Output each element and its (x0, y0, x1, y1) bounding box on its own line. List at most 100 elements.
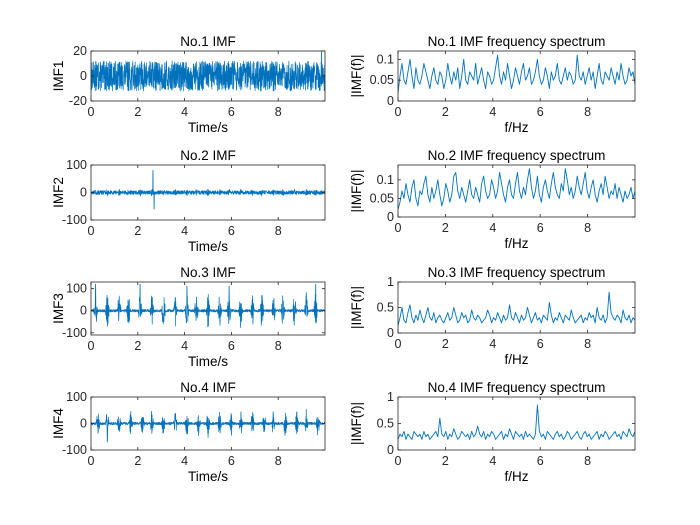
y-tick-label-spec3-0: 0 (387, 326, 394, 340)
x-tick-label-spec4-4: 8 (584, 454, 591, 468)
x-axis-label-spec1: f/Hz (504, 120, 528, 135)
x-tick-label-spec2-2: 4 (489, 221, 496, 235)
x-tick-label-spec4-0: 0 (395, 454, 402, 468)
x-tick-label-spec1-1: 2 (442, 105, 449, 119)
x-tick-label-spec4-2: 4 (489, 454, 496, 468)
x-tick-label-spec2-4: 8 (584, 221, 591, 235)
chart-title-spec2: No.2 IMF frequency spectrum (428, 148, 606, 163)
series-imf1 (91, 51, 325, 92)
x-tick-label-spec3-1: 2 (442, 337, 449, 351)
x-tick-label-spec2-0: 0 (395, 221, 402, 235)
x-tick-label-imf3-1: 2 (134, 339, 141, 353)
axes-box-imf3 (90, 281, 326, 336)
axes-box-spec4 (397, 396, 636, 451)
series-spec2 (398, 168, 635, 210)
x-tick-label-imf3-3: 6 (228, 339, 235, 353)
x-tick-label-imf3-4: 8 (275, 339, 282, 353)
chart-title-spec1: No.1 IMF frequency spectrum (428, 34, 606, 49)
y-tick-label-imf4-1: 0 (80, 417, 87, 431)
series-imf3 (91, 283, 325, 329)
y-tick-label-spec1-0: 0 (387, 94, 394, 108)
y-tick-label-imf1-1: 0 (80, 69, 87, 83)
x-tick-label-imf2-0: 0 (88, 224, 95, 238)
chart-title-imf2: No.2 IMF (180, 148, 236, 163)
x-tick-label-spec3-0: 0 (395, 337, 402, 351)
x-tick-label-imf4-4: 8 (275, 454, 282, 468)
x-tick-label-spec1-2: 4 (489, 105, 496, 119)
x-tick-label-spec4-1: 2 (442, 454, 449, 468)
x-axis-label-imf1: Time/s (188, 120, 228, 135)
y-tick-label-spec1-2: 0.1 (377, 52, 394, 66)
x-tick-label-imf1-3: 6 (228, 105, 235, 119)
x-tick-label-imf4-2: 4 (181, 454, 188, 468)
series-imf4 (91, 408, 325, 443)
x-tick-label-imf2-3: 6 (228, 224, 235, 238)
x-tick-label-imf4-3: 6 (228, 454, 235, 468)
y-tick-label-imf3-1: 0 (80, 304, 87, 318)
x-tick-label-imf4-1: 2 (134, 454, 141, 468)
x-axis-label-imf2: Time/s (188, 239, 228, 254)
x-tick-label-spec1-4: 8 (584, 105, 591, 119)
y-tick-label-imf1-0: -20 (69, 94, 87, 108)
y-tick-label-spec1-1: 0.05 (370, 73, 394, 87)
chart-title-spec3: No.3 IMF frequency spectrum (428, 265, 606, 280)
x-tick-label-spec3-3: 6 (537, 337, 544, 351)
y-tick-label-spec3-1: 0.5 (377, 301, 394, 315)
chart-title-imf1: No.1 IMF (180, 34, 236, 49)
x-tick-label-imf1-1: 2 (134, 105, 141, 119)
y-axis-label-imf2: IMF2 (51, 177, 66, 208)
chart-title-imf4: No.4 IMF (180, 380, 236, 395)
y-tick-label-imf4-2: 100 (66, 390, 87, 404)
y-tick-label-spec4-1: 0.5 (377, 417, 394, 431)
y-tick-label-spec2-0: 0 (387, 210, 394, 224)
x-tick-label-imf1-0: 0 (88, 105, 95, 119)
y-axis-label-imf4: IMF4 (51, 408, 66, 439)
y-axis-label-spec4: |IMF(f)| (349, 402, 364, 445)
x-tick-label-spec3-4: 8 (584, 337, 591, 351)
y-tick-label-imf3-0: -100 (62, 326, 87, 340)
x-tick-label-imf3-2: 4 (181, 339, 188, 353)
y-tick-label-imf2-0: -100 (62, 213, 87, 227)
y-tick-label-imf1-2: 20 (73, 44, 87, 58)
axes-box-spec2 (397, 164, 636, 218)
x-tick-label-imf2-4: 8 (275, 224, 282, 238)
y-axis-label-imf1: IMF1 (51, 61, 66, 92)
y-axis-label-spec1: |IMF(f)| (349, 55, 364, 98)
axes-box-spec3 (397, 281, 636, 334)
chart-spec2: 0 2 4 6 8 0 0.05 0.1 No.2 IMF frequency spectrum… (349, 148, 636, 251)
x-tick-label-imf3-0: 0 (88, 339, 95, 353)
x-axis-label-spec2: f/Hz (504, 236, 528, 251)
x-tick-label-imf2-2: 4 (181, 224, 188, 238)
y-tick-label-spec2-1: 0.05 (370, 191, 394, 205)
y-axis-label-spec2: |IMF(f)| (349, 170, 364, 213)
x-tick-label-spec1-0: 0 (395, 105, 402, 119)
x-tick-label-spec2-1: 2 (442, 221, 449, 235)
x-tick-label-spec1-3: 6 (537, 105, 544, 119)
y-tick-label-imf4-0: -100 (62, 443, 87, 457)
chart-spec3: 0 2 4 6 8 0 0.5 1 No.3 IMF frequency spectrum f/H… (349, 265, 636, 367)
series-spec1 (398, 54, 635, 93)
y-axis-label-spec3: |IMF(f)| (349, 286, 364, 329)
x-tick-label-spec2-3: 6 (537, 221, 544, 235)
x-tick-label-spec4-3: 6 (537, 454, 544, 468)
series-spec4 (398, 404, 635, 440)
y-axis-label-imf3: IMF3 (51, 293, 66, 324)
y-tick-label-spec3-2: 1 (387, 275, 394, 289)
x-tick-label-spec3-2: 4 (489, 337, 496, 351)
y-tick-label-imf3-2: 100 (66, 282, 87, 296)
axes-box-spec1 (397, 50, 636, 102)
y-tick-label-spec2-2: 0.1 (377, 173, 394, 187)
y-tick-label-spec4-0: 0 (387, 443, 394, 457)
chart-spec1: 0 2 4 6 8 0 0.05 0.1 No.1 IMF frequency spectrum… (349, 34, 636, 135)
x-axis-label-imf3: Time/s (188, 354, 228, 369)
chart-title-spec4: No.4 IMF frequency spectrum (428, 380, 606, 395)
x-tick-label-imf2-1: 2 (134, 224, 141, 238)
x-axis-label-imf4: Time/s (188, 469, 228, 484)
x-axis-label-spec4: f/Hz (504, 469, 528, 484)
chart-spec4: 0 2 4 6 8 0 0.5 1 No.4 IMF frequency spectrum f/H… (349, 380, 636, 484)
y-tick-label-imf2-1: 0 (80, 186, 87, 200)
